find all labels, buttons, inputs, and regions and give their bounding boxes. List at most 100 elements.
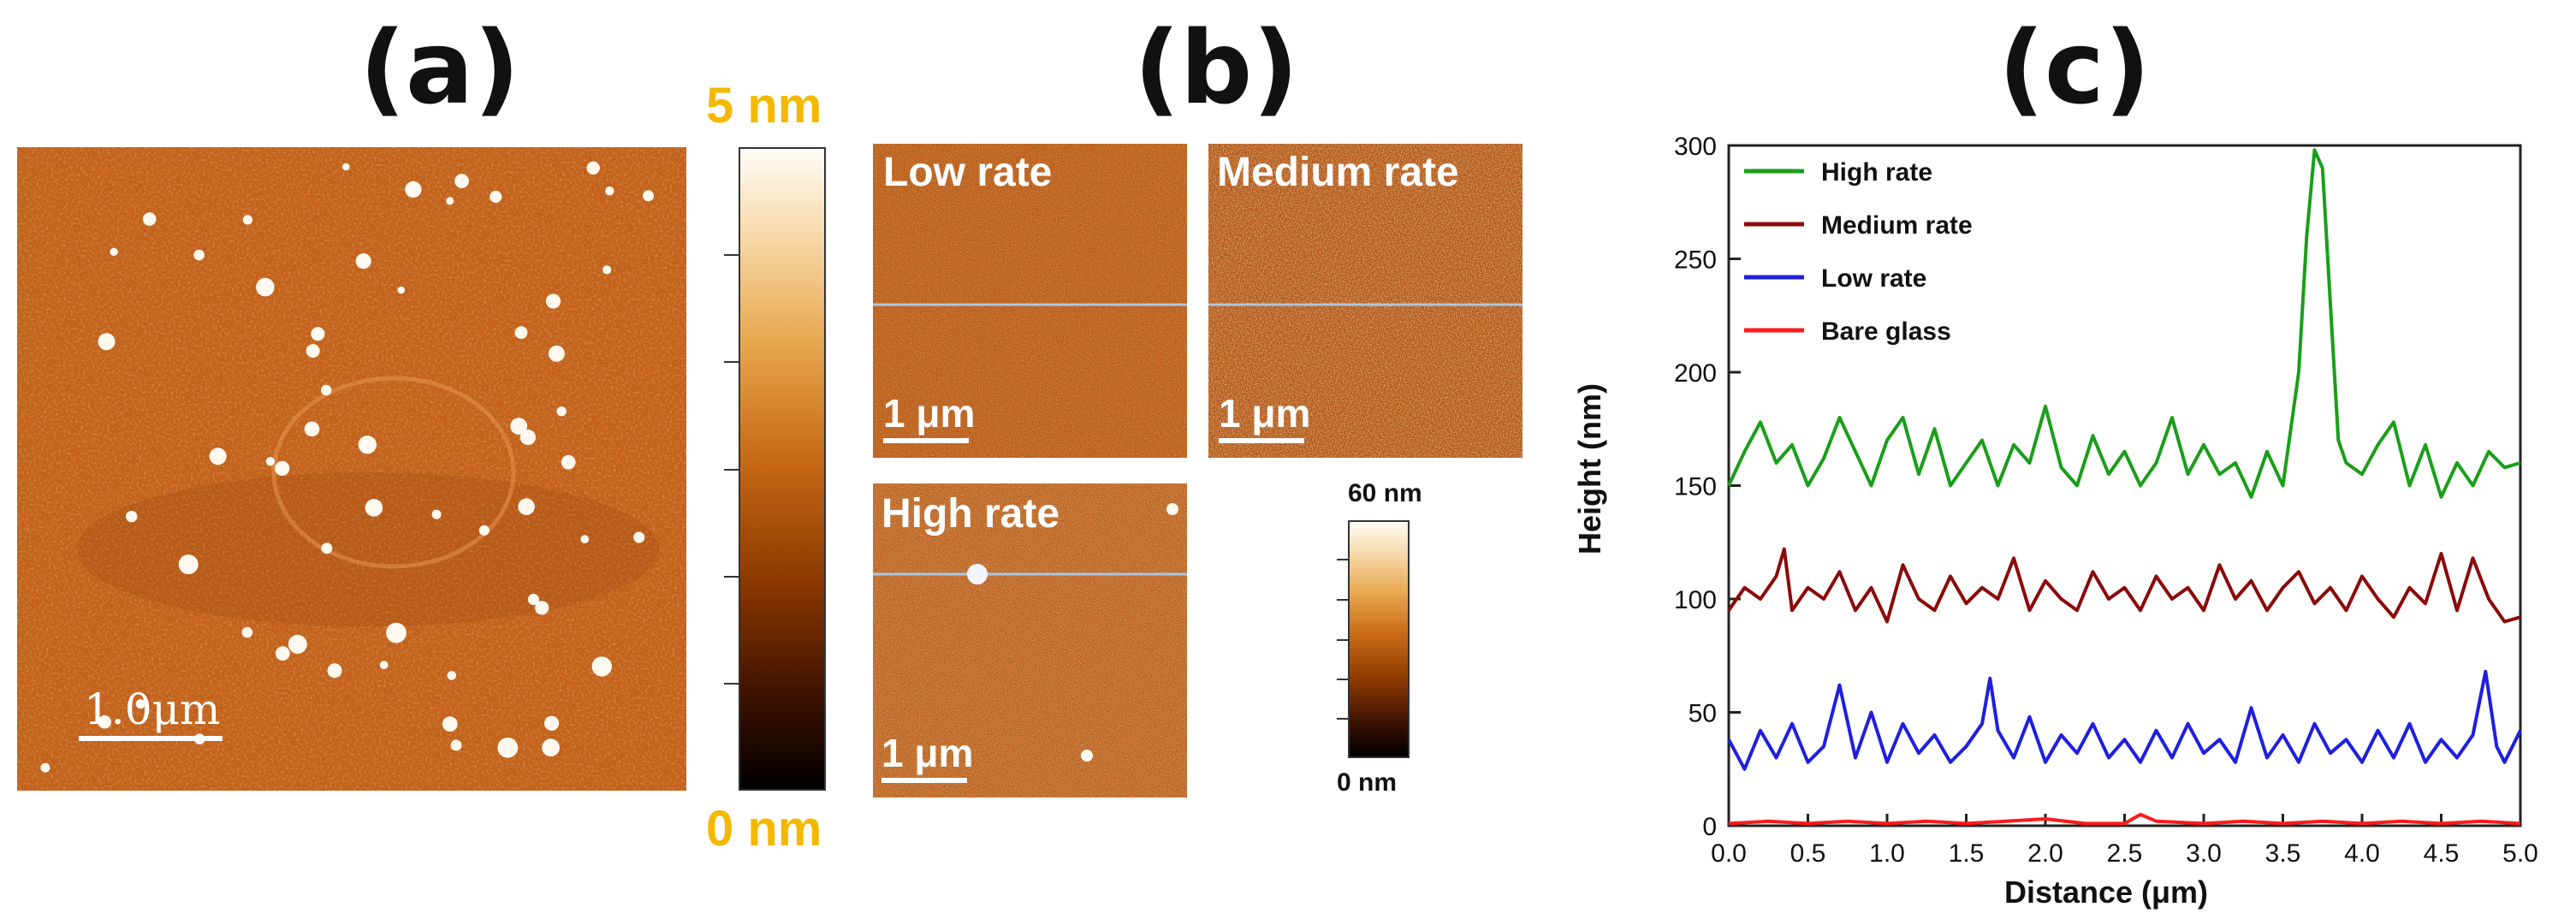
afm-particle — [602, 265, 612, 275]
afm-particle — [275, 646, 290, 661]
afm-particle — [510, 418, 528, 435]
afm-particle — [142, 212, 157, 226]
x-tick-label: 0.5 — [1790, 839, 1826, 868]
scale-text-high: 1 μm — [881, 731, 974, 775]
afm-title-medium: Medium rate — [1217, 150, 1459, 195]
colorbar-a-min: 0 nm — [706, 801, 822, 857]
afm-image-low: Low rate 1 μm — [873, 144, 1187, 458]
x-axis-label: Distance (μm) — [2004, 875, 2208, 910]
legend-label: Medium rate — [1821, 211, 1973, 240]
x-tick-label: 1.5 — [1949, 839, 1985, 868]
afm-particle-high-bottom — [1081, 750, 1093, 762]
scale-text-low: 1 μm — [883, 391, 976, 436]
afm-particle — [544, 715, 560, 731]
afm-particle — [110, 247, 118, 256]
chart-legend: High rate Medium rate Low rate Bare glass — [1744, 158, 1973, 346]
afm-particle — [40, 762, 50, 773]
y-tick-label: 200 — [1674, 359, 1717, 388]
afm-particle — [643, 190, 654, 202]
afm-particle — [633, 531, 645, 543]
afm-particle — [321, 384, 332, 396]
afm-particle — [490, 190, 502, 204]
chart-ticks: 0 50 100 150 200 250 300 0.0 0.5 1.0 1.5 2.0 2.5 3.0 3… — [1674, 133, 2538, 868]
x-tick-label: 5.0 — [2502, 839, 2538, 868]
afm-image-medium: Medium rate 1 μm — [1208, 144, 1522, 458]
afm-particle — [379, 661, 389, 669]
afm-particle-high-corner — [1166, 503, 1178, 515]
chart-series — [1727, 148, 2522, 826]
afm-particle — [518, 498, 535, 515]
scale-bar-a — [79, 736, 223, 741]
afm-title-low: Low rate — [883, 150, 1053, 195]
afm-particle — [556, 406, 567, 417]
scale-text-a: 1.0μm — [84, 685, 221, 734]
afm-particle — [497, 737, 519, 758]
afm-particle — [256, 277, 275, 297]
height-profile-chart: 0 50 100 150 200 250 300 0.0 0.5 1.0 1.5 2.0 2.5 3.0 3… — [1572, 133, 2538, 910]
afm-title-high: High rate — [881, 491, 1060, 537]
afm-particle — [605, 187, 614, 196]
x-tick-label: 3.0 — [2186, 839, 2222, 868]
afm-particle — [454, 174, 469, 188]
afm-particle — [193, 249, 205, 261]
afm-particle — [431, 509, 442, 519]
legend-label: Bare glass — [1821, 317, 1951, 346]
y-axis-label: Height (nm) — [1572, 383, 1607, 554]
afm-particle — [288, 634, 307, 654]
x-tick-label: 0.0 — [1711, 839, 1747, 868]
afm-texture-a — [17, 147, 686, 791]
afm-particle — [545, 293, 561, 309]
afm-particle — [126, 510, 138, 523]
colorbar-a-max: 5 nm — [706, 78, 822, 133]
afm-image-a: 1.0μm — [17, 147, 686, 791]
scale-bar-medium — [1219, 438, 1304, 443]
series-line-bare-glass — [1728, 812, 2521, 826]
afm-particle — [405, 181, 422, 198]
y-tick-label: 300 — [1674, 133, 1717, 161]
afm-particle — [542, 738, 560, 757]
colorbar-a-ticks — [717, 147, 739, 791]
afm-particle — [304, 421, 320, 437]
afm-particle — [135, 699, 145, 709]
y-tick-label: 150 — [1674, 473, 1717, 501]
afm-image-high: High rate 1 μm — [873, 483, 1187, 797]
colorbar-a — [739, 147, 826, 791]
series-line-low-rate — [1727, 669, 2522, 771]
afm-particle — [365, 499, 383, 517]
panel-label-c: (c) — [1998, 9, 2151, 127]
panel-label-a: (a) — [359, 9, 520, 127]
afm-particle — [450, 739, 462, 751]
afm-particle — [98, 714, 111, 729]
afm-particle — [514, 326, 528, 340]
afm-particle — [535, 601, 549, 615]
afm-particle — [242, 215, 252, 225]
afm-particle — [446, 197, 454, 205]
colorbar-b-max: 60 nm — [1348, 479, 1422, 507]
x-tick-label: 4.5 — [2424, 839, 2460, 868]
colorbar-b — [1348, 520, 1410, 758]
afm-particle — [209, 448, 227, 465]
afm-particle — [306, 344, 320, 359]
x-tick-label: 2.0 — [2027, 839, 2063, 868]
afm-particle — [355, 253, 371, 270]
x-tick-label: 4.0 — [2344, 839, 2380, 868]
afm-particle — [561, 454, 576, 470]
y-tick-label: 100 — [1674, 586, 1717, 614]
afm-texture-high — [873, 483, 1187, 797]
afm-particle — [178, 554, 199, 575]
afm-particle — [397, 286, 406, 294]
afm-particle — [358, 436, 377, 454]
afm-particle-high-large — [967, 564, 988, 584]
afm-particle — [98, 333, 116, 351]
afm-particle — [321, 543, 333, 554]
colorbar-b-min: 0 nm — [1337, 768, 1398, 797]
colorbar-b-ticks — [1332, 520, 1349, 758]
panel-label-b: (b) — [1134, 9, 1299, 127]
afm-particle — [519, 430, 537, 446]
series-line-high-rate — [1727, 148, 2521, 499]
afm-particle — [548, 345, 565, 362]
scale-bar-low — [883, 438, 969, 443]
afm-particle — [591, 656, 612, 677]
y-tick-label: 250 — [1674, 246, 1717, 275]
afm-particle — [311, 327, 325, 341]
